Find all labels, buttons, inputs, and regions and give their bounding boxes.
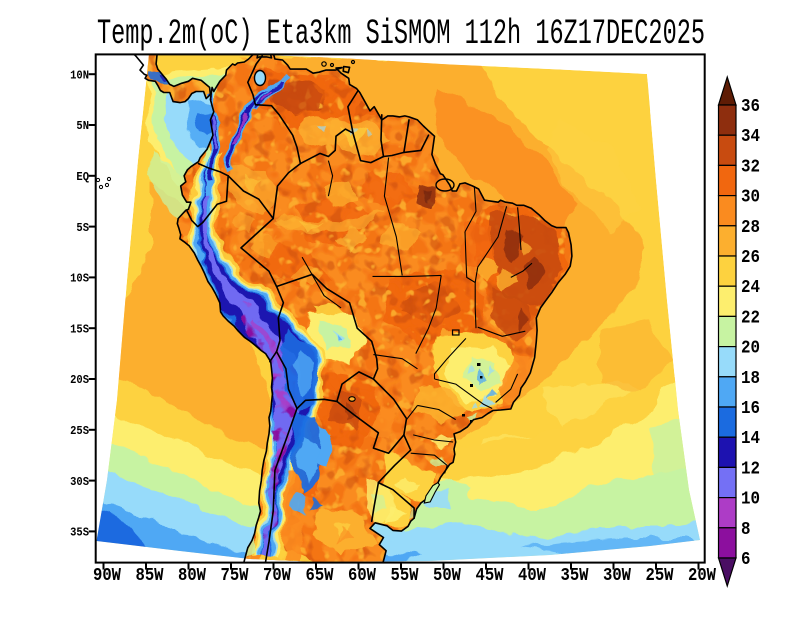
svg-text:25S: 25S [70, 424, 89, 438]
svg-text:18: 18 [741, 368, 760, 389]
svg-text:32: 32 [741, 156, 760, 177]
svg-text:30W: 30W [603, 566, 631, 586]
svg-text:65W: 65W [306, 566, 334, 586]
svg-text:14: 14 [741, 428, 760, 449]
svg-text:5N: 5N [76, 119, 89, 133]
svg-text:28: 28 [741, 217, 760, 238]
svg-text:35W: 35W [561, 566, 589, 586]
svg-text:6: 6 [741, 549, 751, 570]
svg-text:40W: 40W [518, 566, 546, 586]
svg-text:26: 26 [741, 247, 760, 268]
svg-text:75W: 75W [221, 566, 249, 586]
svg-text:90W: 90W [93, 566, 121, 586]
svg-text:20: 20 [741, 338, 760, 359]
svg-text:EQ: EQ [76, 170, 89, 184]
svg-text:10S: 10S [70, 272, 89, 286]
svg-text:20W: 20W [688, 566, 716, 586]
svg-text:30S: 30S [70, 475, 89, 489]
svg-text:10: 10 [741, 489, 760, 510]
svg-text:22: 22 [741, 307, 760, 328]
svg-text:20S: 20S [70, 373, 89, 387]
svg-text:25W: 25W [646, 566, 674, 586]
svg-text:70W: 70W [263, 566, 291, 586]
svg-text:5S: 5S [76, 221, 89, 235]
svg-text:8: 8 [741, 519, 751, 540]
svg-text:Temp.2m(oC) Eta3km SiSMOM 112h: Temp.2m(oC) Eta3km SiSMOM 112h 16Z17DEC2… [97, 14, 705, 54]
svg-text:24: 24 [741, 277, 760, 298]
svg-text:12: 12 [741, 458, 760, 479]
svg-text:55W: 55W [391, 566, 419, 586]
svg-text:15S: 15S [70, 322, 89, 336]
svg-text:30: 30 [741, 187, 760, 208]
svg-text:85W: 85W [136, 566, 164, 586]
svg-text:80W: 80W [178, 566, 206, 586]
svg-text:16: 16 [741, 398, 760, 419]
svg-text:50W: 50W [433, 566, 461, 586]
svg-text:10N: 10N [70, 68, 89, 82]
svg-text:60W: 60W [348, 566, 376, 586]
svg-text:34: 34 [741, 126, 760, 147]
svg-text:36: 36 [741, 96, 760, 117]
svg-text:45W: 45W [476, 566, 504, 586]
svg-text:35S: 35S [70, 526, 89, 540]
